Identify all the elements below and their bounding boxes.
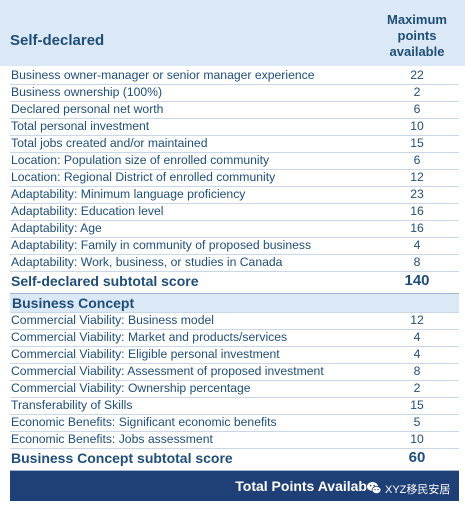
criterion-points: 16 bbox=[410, 204, 424, 218]
criterion-label: Commercial Viability: Eligible personal … bbox=[11, 347, 280, 361]
table-row: Commercial Viability: Assessment of prop… bbox=[10, 363, 459, 381]
table-row: Commercial Viability: Market and product… bbox=[10, 329, 459, 347]
total-points-label: Total Points Availab bbox=[235, 478, 367, 494]
max-points-header-line: available bbox=[389, 44, 445, 59]
criterion-label: Location: Regional District of enrolled … bbox=[11, 170, 276, 184]
criterion-label: Adaptability: Family in community of pro… bbox=[11, 238, 312, 252]
criterion-label: Business owner-manager or senior manager… bbox=[11, 68, 315, 82]
criterion-points: 15 bbox=[410, 398, 424, 412]
criterion-label: Business ownership (100%) bbox=[11, 85, 163, 99]
criterion-label: Commercial Viability: Business model bbox=[11, 313, 214, 327]
criterion-points: 6 bbox=[413, 102, 421, 116]
max-points-column-header: Maximum points available bbox=[376, 12, 458, 60]
watermark: XYZ移民安居 bbox=[366, 480, 460, 496]
criterion-points: 4 bbox=[413, 330, 421, 344]
table-row: Declared personal net worth 6 bbox=[10, 101, 459, 119]
table-row: Commercial Viability: Ownership percenta… bbox=[10, 380, 459, 398]
table-row: Adaptability: Minimum language proficien… bbox=[10, 186, 459, 204]
table-row: Adaptability: Age 16 bbox=[10, 220, 459, 238]
criterion-label: Location: Population size of enrolled co… bbox=[11, 153, 270, 167]
wechat-icon bbox=[367, 482, 382, 494]
criterion-points: 10 bbox=[410, 119, 424, 133]
criterion-points: 5 bbox=[413, 415, 421, 429]
table-row: Commercial Viability: Eligible personal … bbox=[10, 346, 459, 364]
table-row: Economic Benefits: Jobs assessment 10 bbox=[10, 431, 459, 449]
criterion-points: 2 bbox=[413, 381, 421, 395]
subtotal-label: Business Concept subtotal score bbox=[11, 450, 233, 466]
criterion-points: 23 bbox=[410, 187, 424, 201]
criterion-points: 4 bbox=[413, 238, 421, 252]
section-title-self-declared: Self-declared bbox=[10, 32, 105, 49]
table-row: Adaptability: Education level 16 bbox=[10, 203, 459, 221]
criterion-points: 2 bbox=[413, 85, 421, 99]
criterion-label: Adaptability: Work, business, or studies… bbox=[11, 255, 283, 269]
criterion-label: Declared personal net worth bbox=[11, 102, 164, 116]
criterion-points: 16 bbox=[410, 221, 424, 235]
section-title-business-concept: Business Concept bbox=[12, 295, 135, 311]
table-row: Transferability of Skills 15 bbox=[10, 397, 459, 415]
criterion-label: Adaptability: Age bbox=[11, 221, 102, 235]
criterion-label: Commercial Viability: Assessment of prop… bbox=[11, 364, 324, 378]
criterion-points: 22 bbox=[410, 68, 424, 82]
table-row: Economic Benefits: Significant economic … bbox=[10, 414, 459, 432]
table-row: Commercial Viability: Business model 12 bbox=[10, 312, 459, 330]
criterion-points: 10 bbox=[410, 432, 424, 446]
criterion-label: Total jobs created and/or maintained bbox=[11, 136, 208, 150]
self-declared-subtotal-row: Self-declared subtotal score 140 bbox=[10, 271, 459, 294]
criterion-points: 12 bbox=[410, 170, 424, 184]
criterion-label: Total personal investment bbox=[11, 119, 150, 133]
watermark-text: XYZ移民安居 bbox=[385, 484, 451, 496]
subtotal-label: Self-declared subtotal score bbox=[11, 273, 199, 289]
criterion-label: Adaptability: Minimum language proficien… bbox=[11, 187, 246, 201]
subtotal-points: 140 bbox=[404, 272, 430, 289]
table-row: Business ownership (100%) 2 bbox=[10, 84, 459, 102]
criterion-label: Economic Benefits: Significant economic … bbox=[11, 415, 277, 429]
business-concept-subtotal-row: Business Concept subtotal score 60 bbox=[10, 448, 459, 471]
table-row: Adaptability: Work, business, or studies… bbox=[10, 254, 459, 272]
criterion-points: 15 bbox=[410, 136, 424, 150]
criterion-label: Commercial Viability: Market and product… bbox=[11, 330, 288, 344]
table-row: Location: Regional District of enrolled … bbox=[10, 169, 459, 187]
criterion-label: Economic Benefits: Jobs assessment bbox=[11, 432, 213, 446]
criterion-points: 8 bbox=[413, 255, 421, 269]
max-points-header-line: Maximum bbox=[387, 12, 447, 27]
criterion-label: Transferability of Skills bbox=[11, 398, 133, 412]
criterion-points: 6 bbox=[413, 153, 421, 167]
business-concept-header: Business Concept bbox=[10, 294, 459, 313]
table-row: Total jobs created and/or maintained 15 bbox=[10, 135, 459, 153]
criterion-points: 4 bbox=[413, 347, 421, 361]
criterion-label: Commercial Viability: Ownership percenta… bbox=[11, 381, 251, 395]
table-row: Business owner-manager or senior manager… bbox=[10, 67, 459, 85]
criterion-label: Adaptability: Education level bbox=[11, 204, 164, 218]
table-row: Location: Population size of enrolled co… bbox=[10, 152, 459, 170]
criterion-points: 8 bbox=[413, 364, 421, 378]
table-row: Adaptability: Family in community of pro… bbox=[10, 237, 459, 255]
subtotal-points: 60 bbox=[408, 449, 426, 466]
table-row: Total personal investment 10 bbox=[10, 118, 459, 136]
table-header: Self-declared Maximum points available bbox=[0, 0, 465, 66]
max-points-header-line: points bbox=[397, 28, 437, 43]
criterion-points: 12 bbox=[410, 313, 424, 327]
total-points-bar: Total Points Availab bbox=[10, 471, 459, 501]
